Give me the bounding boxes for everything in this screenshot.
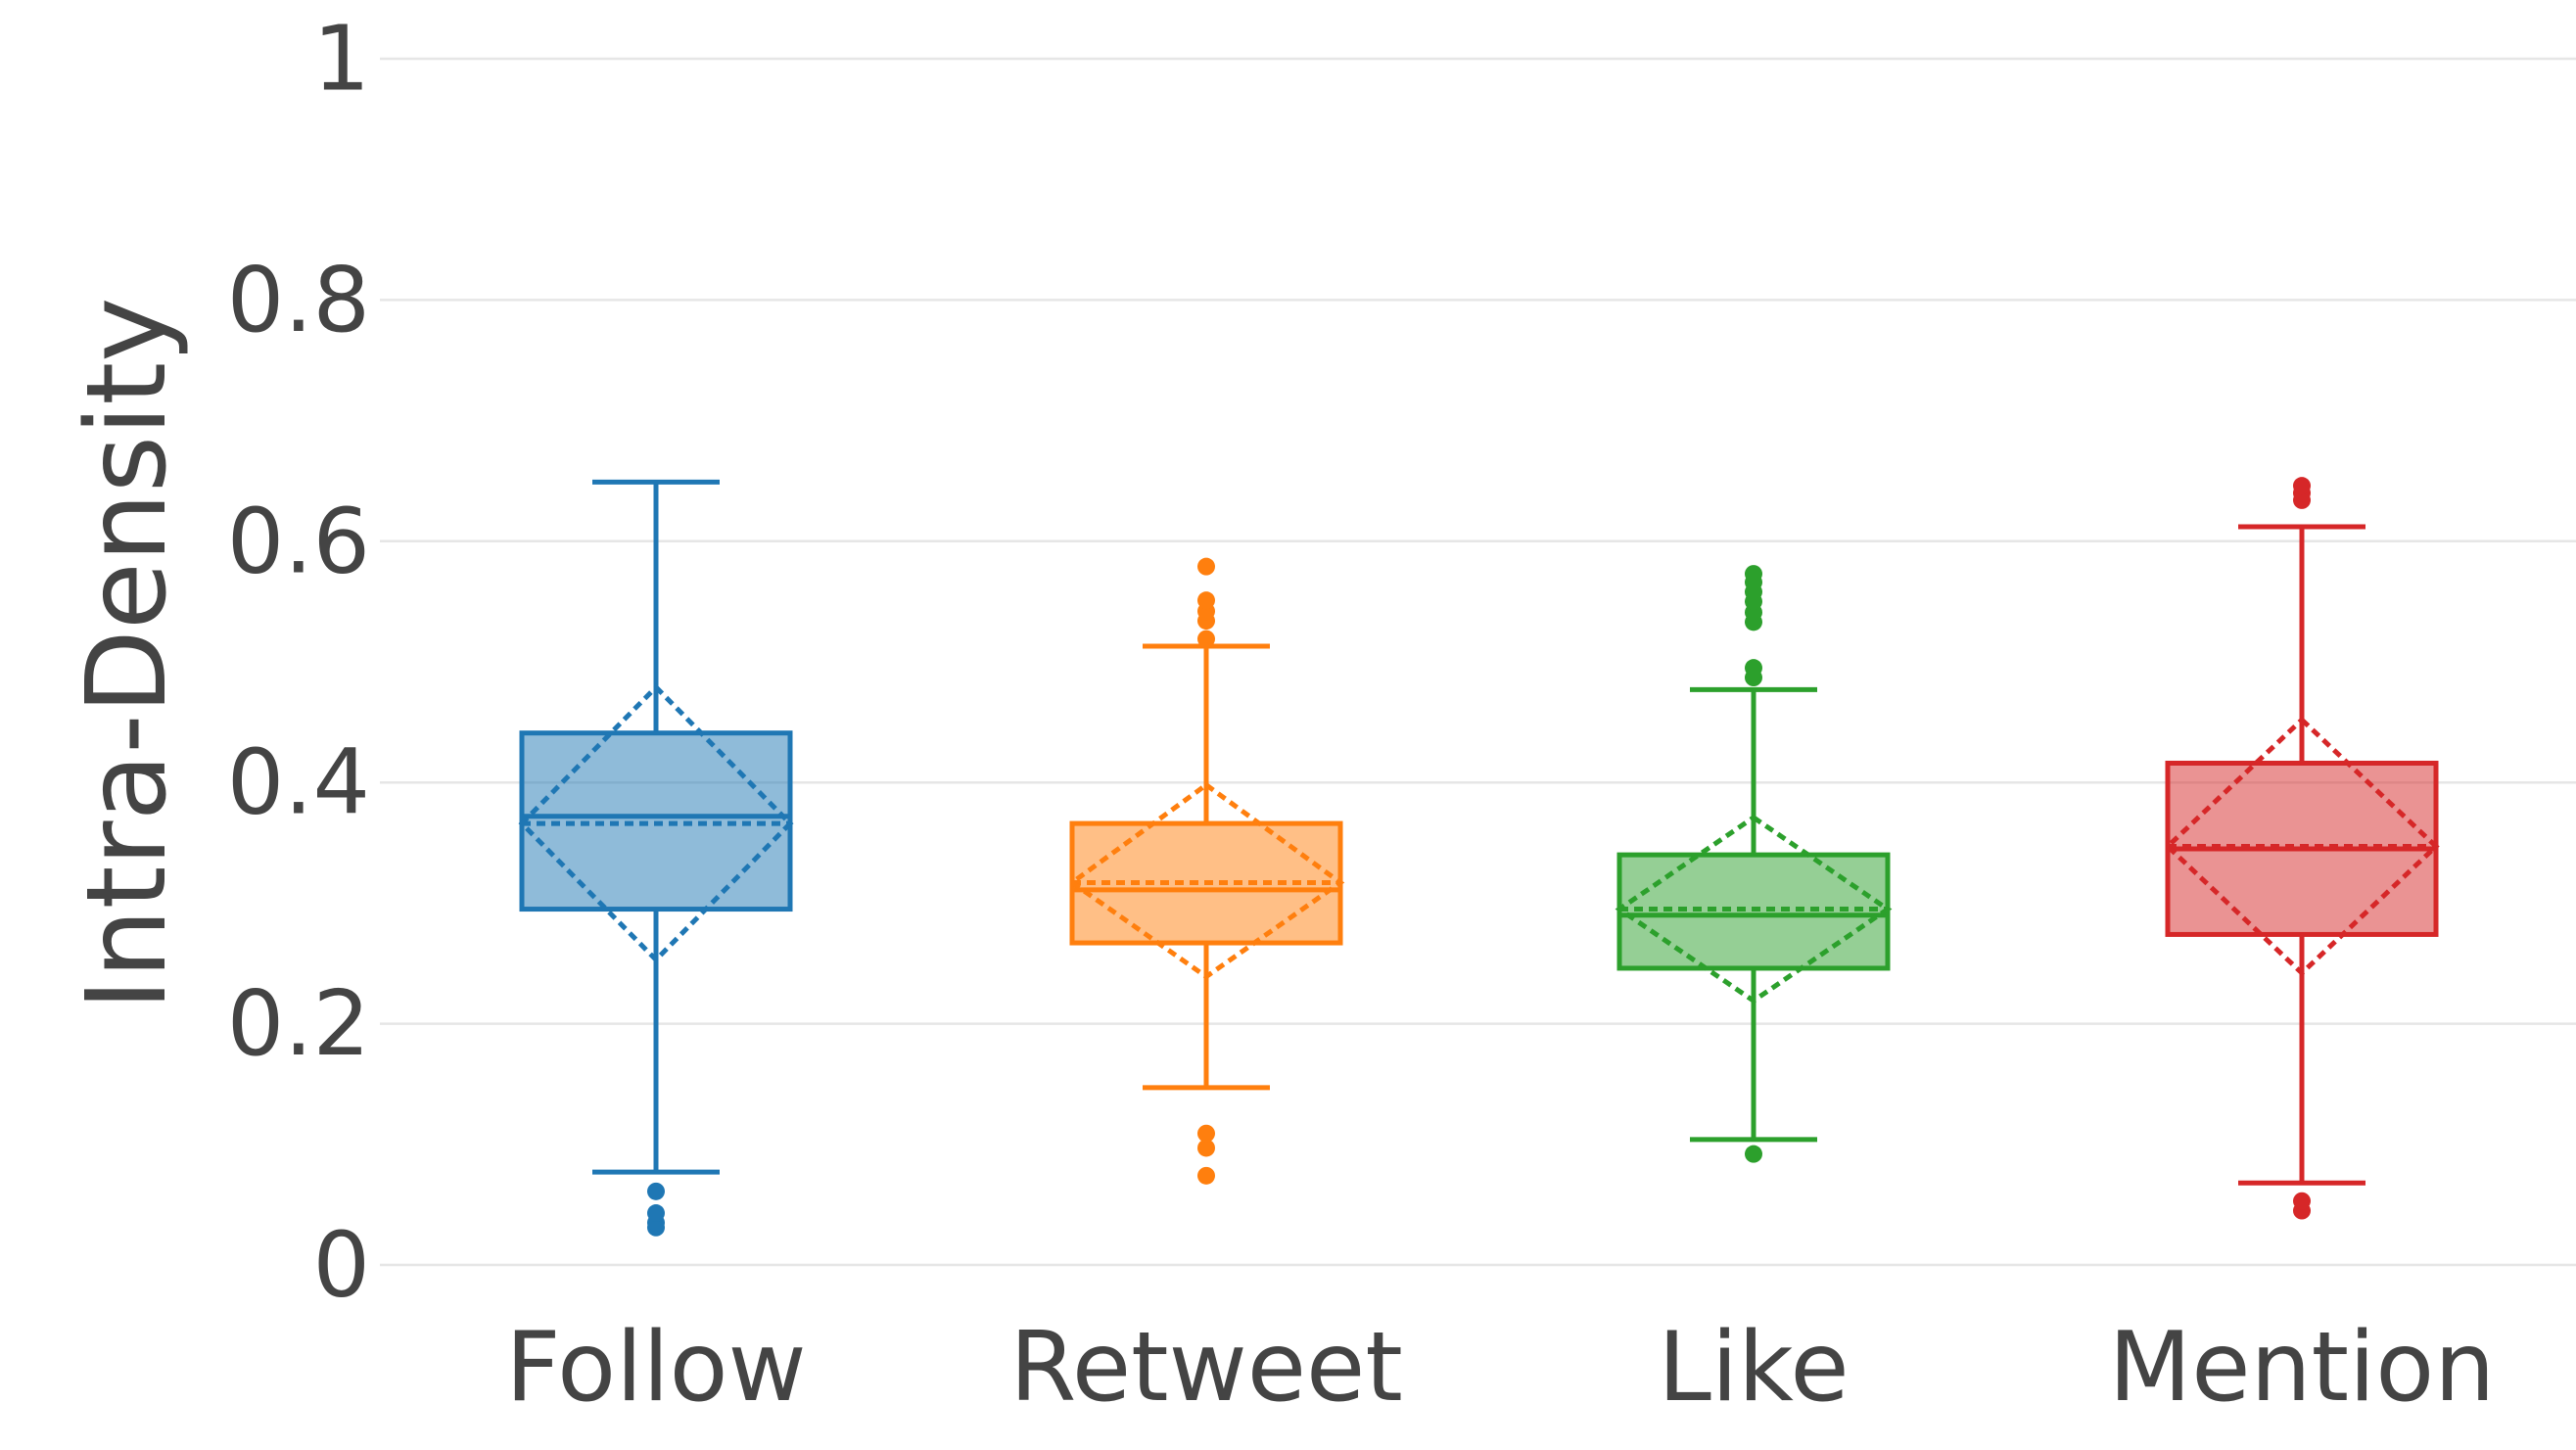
y-tick-label: 1	[312, 7, 370, 112]
outlier-point	[1197, 591, 1215, 610]
boxes-layer	[518, 477, 2440, 1237]
x-tick-label: Retweet	[1009, 1312, 1403, 1424]
sd-diamond	[1067, 781, 1345, 980]
x-axis-ticks: Follow Retweet Like Mention	[505, 1312, 2495, 1424]
outlier-point	[1197, 557, 1215, 576]
x-tick-label: Mention	[2109, 1312, 2496, 1424]
box-like	[1615, 565, 1893, 1163]
sd-diamond	[2164, 716, 2440, 977]
outlier-point	[1745, 1145, 1762, 1163]
outlier-point	[2293, 1192, 2311, 1210]
x-tick-label: Follow	[505, 1312, 806, 1424]
outlier-point	[1745, 659, 1762, 678]
outlier-point	[1197, 1139, 1215, 1157]
y-tick-label: 0.8	[227, 248, 370, 352]
y-axis-ticks: 0 0.2 0.4 0.6 0.8 1	[227, 7, 370, 1318]
outlier-point	[647, 1204, 665, 1223]
x-tick-label: Like	[1658, 1312, 1849, 1424]
grid-layer	[380, 57, 2576, 1267]
sd-diamond	[518, 683, 794, 963]
box-retweet	[1067, 557, 1345, 1185]
y-axis-title: Intra-Density	[64, 298, 191, 1011]
box-follow	[518, 479, 794, 1237]
y-tick-label: 0	[312, 1213, 370, 1318]
y-tick-label: 0.6	[227, 489, 370, 593]
y-tick-label: 0.2	[227, 971, 370, 1076]
y-tick-label: 0.4	[227, 730, 370, 835]
sd-diamond	[1615, 814, 1893, 1005]
outlier-point	[2293, 477, 2311, 495]
outlier-point	[1197, 630, 1215, 648]
outlier-point	[1197, 1166, 1215, 1185]
outlier-point	[1197, 1124, 1215, 1143]
outlier-point	[647, 1182, 665, 1200]
box-mention	[2164, 477, 2440, 1220]
outlier-point	[1745, 565, 1762, 584]
